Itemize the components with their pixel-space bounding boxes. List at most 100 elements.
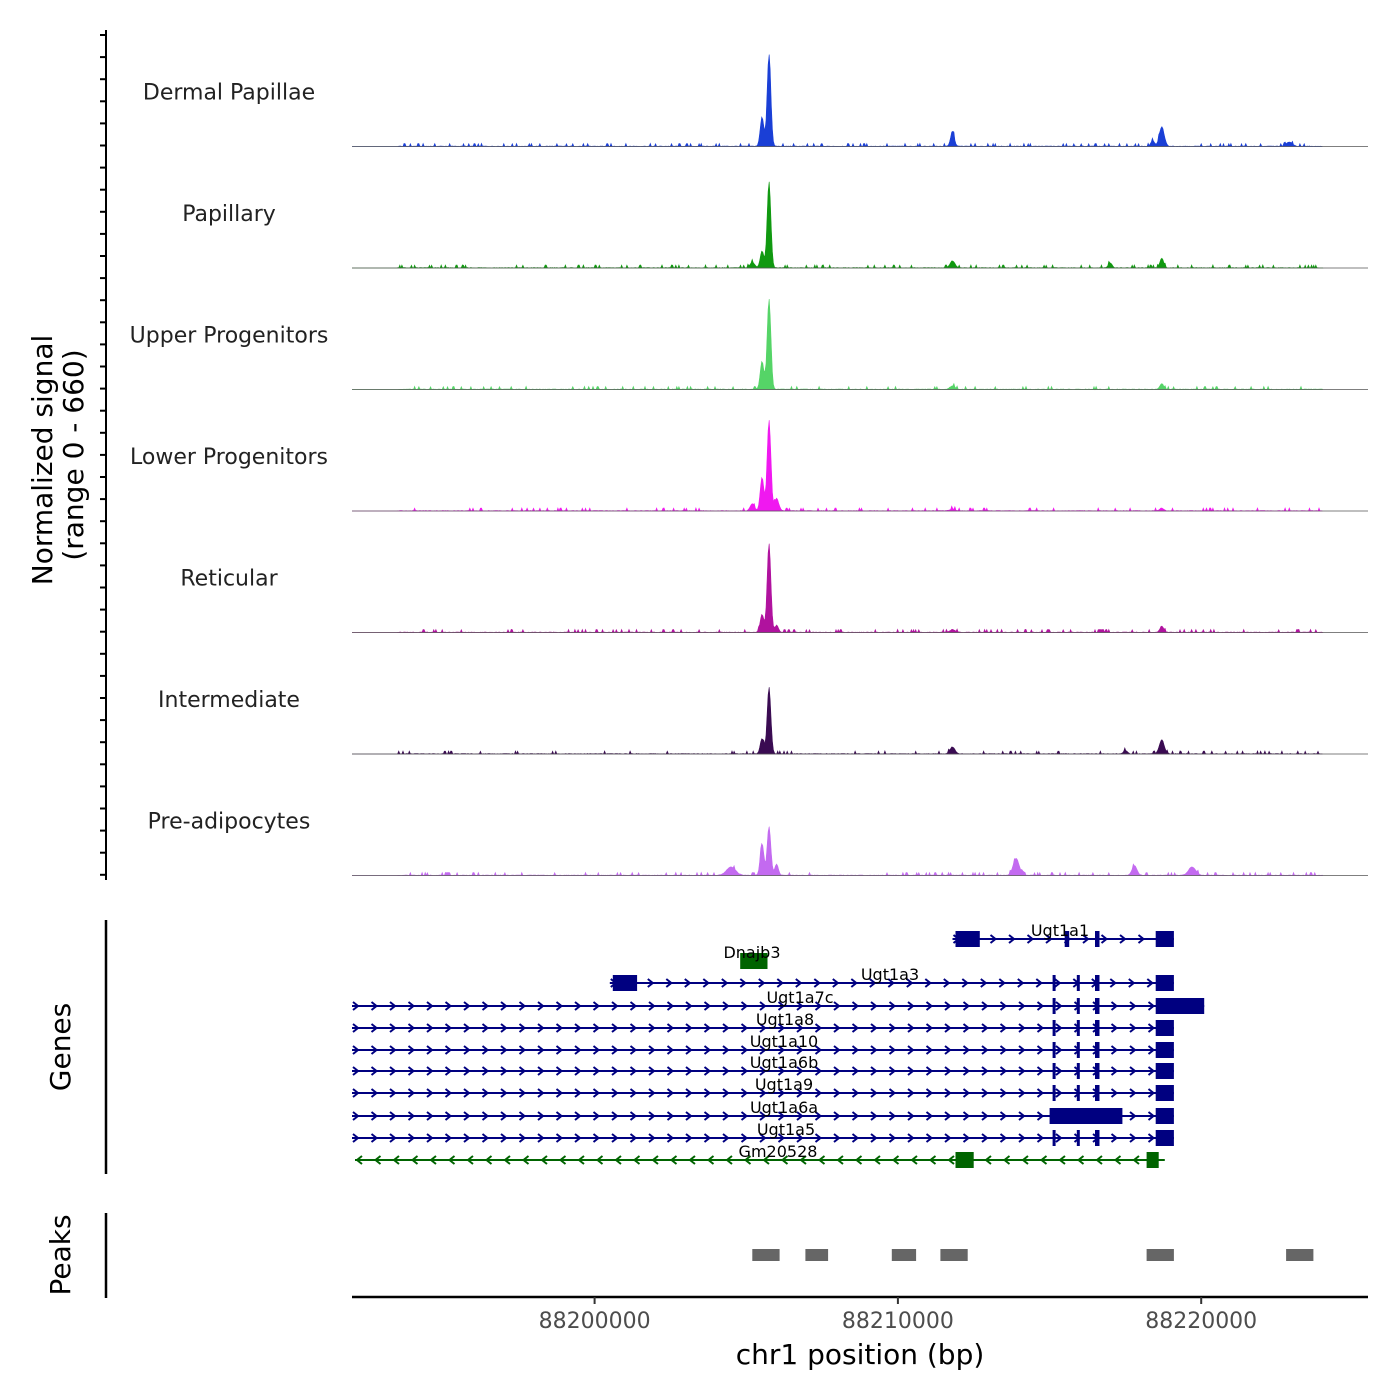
track-label: Lower Progenitors <box>130 445 328 470</box>
coverage-panel: Dermal Papillae Papillary Upper Progenitor… <box>26 30 1368 880</box>
peak-region <box>805 1249 829 1261</box>
gene-label: Ugt1a8 <box>756 1010 814 1029</box>
exon <box>1155 1108 1174 1124</box>
gene-label: Dnajb3 <box>723 943 780 962</box>
x-tick-label: 88210000 <box>842 1309 954 1334</box>
coverage-area <box>352 54 1323 148</box>
exon <box>1052 1020 1056 1036</box>
exon <box>1095 1020 1100 1036</box>
gene-model: Ugt1a3 <box>609 965 1174 991</box>
exon <box>1155 1063 1174 1079</box>
gene-label: Ugt1a9 <box>755 1075 813 1094</box>
exon <box>1076 1020 1080 1036</box>
gene-label: Ugt1a7c <box>766 988 833 1007</box>
exon <box>1076 1130 1080 1146</box>
track-label: Reticular <box>180 567 278 592</box>
exon <box>1076 975 1080 991</box>
exon <box>1155 1085 1174 1101</box>
exon <box>1049 1108 1123 1124</box>
gene-model: Ugt1a5 <box>352 1120 1174 1146</box>
exon <box>1095 1130 1100 1146</box>
coverage-y-axis: Normalized signal(range 0 - 660) <box>26 30 107 880</box>
exon <box>740 953 768 969</box>
exon <box>1095 998 1100 1014</box>
track-label: Intermediate <box>158 688 300 713</box>
exon <box>1095 975 1100 991</box>
gene-label: Ugt1a1 <box>1031 921 1089 940</box>
exon <box>955 931 980 947</box>
x-tick-label: 88200000 <box>539 1309 651 1334</box>
track-label: Upper Progenitors <box>130 324 329 349</box>
exon <box>1052 1042 1056 1058</box>
gene-model: Dnajb3 <box>723 943 781 969</box>
exon <box>1076 998 1080 1014</box>
gene-label: Ugt1a6b <box>750 1053 818 1072</box>
gene-model: Ugt1a9 <box>352 1075 1174 1101</box>
coverage-track: Lower Progenitors <box>130 420 1368 512</box>
coverage-track: Intermediate <box>158 687 1368 755</box>
coverage-area <box>352 543 1324 634</box>
peak-region <box>940 1249 968 1261</box>
gene-model: Ugt1a6a <box>352 1098 1174 1124</box>
genes-axis-title: Genes <box>44 1003 77 1091</box>
exon <box>1076 1085 1080 1101</box>
coverage-area <box>352 826 1324 877</box>
exon <box>1052 975 1056 991</box>
coverage-track: Pre-adipocytes <box>148 810 1368 877</box>
coverage-track: Papillary <box>182 181 1368 269</box>
strand-arrows <box>355 1155 1159 1165</box>
gene-model: Ugt1a1 <box>952 921 1174 947</box>
coverage-area <box>352 420 1323 512</box>
exon <box>1155 1130 1174 1146</box>
gene-label: Ugt1a6a <box>750 1098 818 1117</box>
exon <box>1155 975 1174 991</box>
y-axis-title-line1: Normalized signal <box>26 335 59 586</box>
coverage-track: Reticular <box>180 543 1368 634</box>
exon <box>1064 931 1070 947</box>
gene-model: Ugt1a8 <box>352 1010 1174 1036</box>
gene-model: Ugt1a6b <box>352 1053 1174 1079</box>
gene-model: Gm20528 <box>355 1142 1165 1168</box>
exon <box>1095 1085 1100 1101</box>
coverage-area <box>352 298 1324 391</box>
track-label: Dermal Papillae <box>143 81 315 106</box>
x-tick-label: 88220000 <box>1145 1309 1257 1334</box>
exon <box>1076 1042 1080 1058</box>
exon <box>1095 1042 1100 1058</box>
coverage-area <box>352 181 1324 269</box>
exon <box>612 975 638 991</box>
exon <box>1155 1020 1174 1036</box>
exon <box>1052 998 1056 1014</box>
coverage-track: Upper Progenitors <box>130 298 1368 391</box>
coverage-track: Dermal Papillae <box>143 54 1368 148</box>
genes-panel: Genes Ugt1a1 Dnajb3 Ugt1a3 Ugt1a7c Ugt1a8 Ugt1… <box>44 920 1205 1174</box>
gene-model: Ugt1a10 <box>352 1032 1174 1058</box>
exon <box>1076 1063 1080 1079</box>
peaks-panel: Peaks <box>44 1213 1314 1298</box>
exon <box>1052 1085 1056 1101</box>
peak-region <box>891 1249 917 1261</box>
gene-model: Ugt1a7c <box>352 988 1205 1014</box>
exon <box>955 1152 974 1168</box>
exon <box>1052 1130 1056 1146</box>
exon <box>1155 998 1205 1014</box>
gene-label: Ugt1a3 <box>861 965 919 984</box>
exon <box>1052 1063 1056 1079</box>
gene-label: Gm20528 <box>739 1142 818 1161</box>
peak-region <box>752 1249 780 1261</box>
x-axis-title: chr1 position (bp) <box>736 1338 985 1371</box>
gene-label: Ugt1a5 <box>757 1120 815 1139</box>
exon <box>1095 1063 1100 1079</box>
peak-region <box>1146 1249 1174 1261</box>
exon <box>1146 1152 1159 1168</box>
peak-region <box>1286 1249 1314 1261</box>
exon <box>1155 931 1174 947</box>
coverage-area <box>352 687 1323 755</box>
exon <box>1155 1042 1174 1058</box>
x-axis: 88200000 88210000 88220000 chr1 position (b… <box>352 1295 1368 1371</box>
exon <box>1095 931 1100 947</box>
track-label: Pre-adipocytes <box>148 810 311 835</box>
peaks-axis-title: Peaks <box>44 1214 77 1295</box>
y-axis-title-line2: (range 0 - 660) <box>57 349 90 560</box>
